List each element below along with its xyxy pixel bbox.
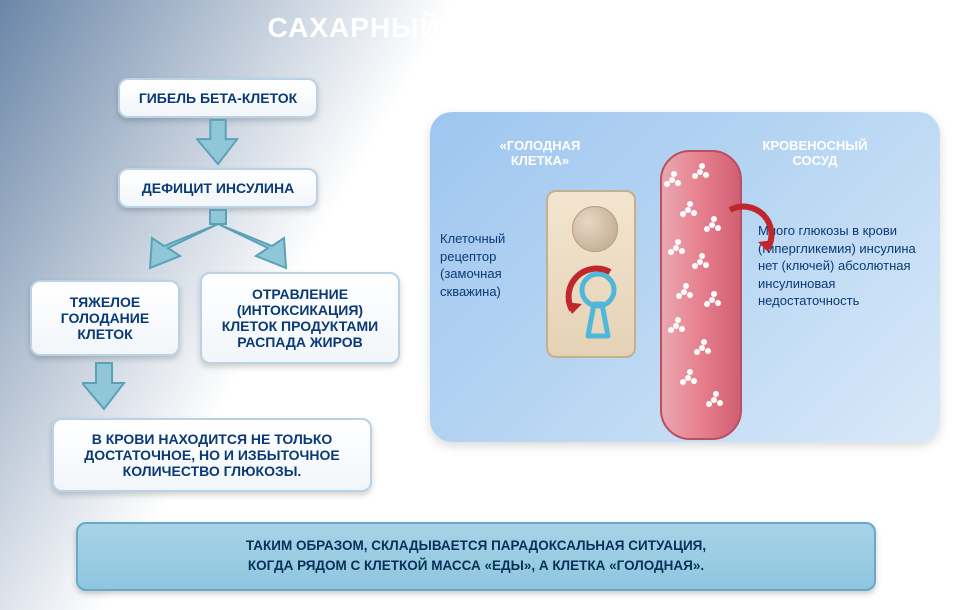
footer-conclusion: ТАКИМ ОБРАЗОМ, СКЛАДЫВАЕТСЯ ПАРАДОКСАЛЬН… <box>76 522 876 591</box>
footer-line-1: ТАКИМ ОБРАЗОМ, СКЛАДЫВАЕТСЯ ПАРАДОКСАЛЬН… <box>98 536 854 556</box>
infographic-page: САХАРНЫЙ ДИАБЕТ 1 ТИПА ГИБЕЛЬ БЕТА-КЛЕТО… <box>0 0 955 610</box>
curved-arrow-icon <box>560 262 620 332</box>
curved-arrow-icon <box>720 200 780 270</box>
footer-line-2: КОГДА РЯДОМ С КЛЕТКОЙ МАССА «ЕДЫ», А КЛЕ… <box>98 556 854 576</box>
